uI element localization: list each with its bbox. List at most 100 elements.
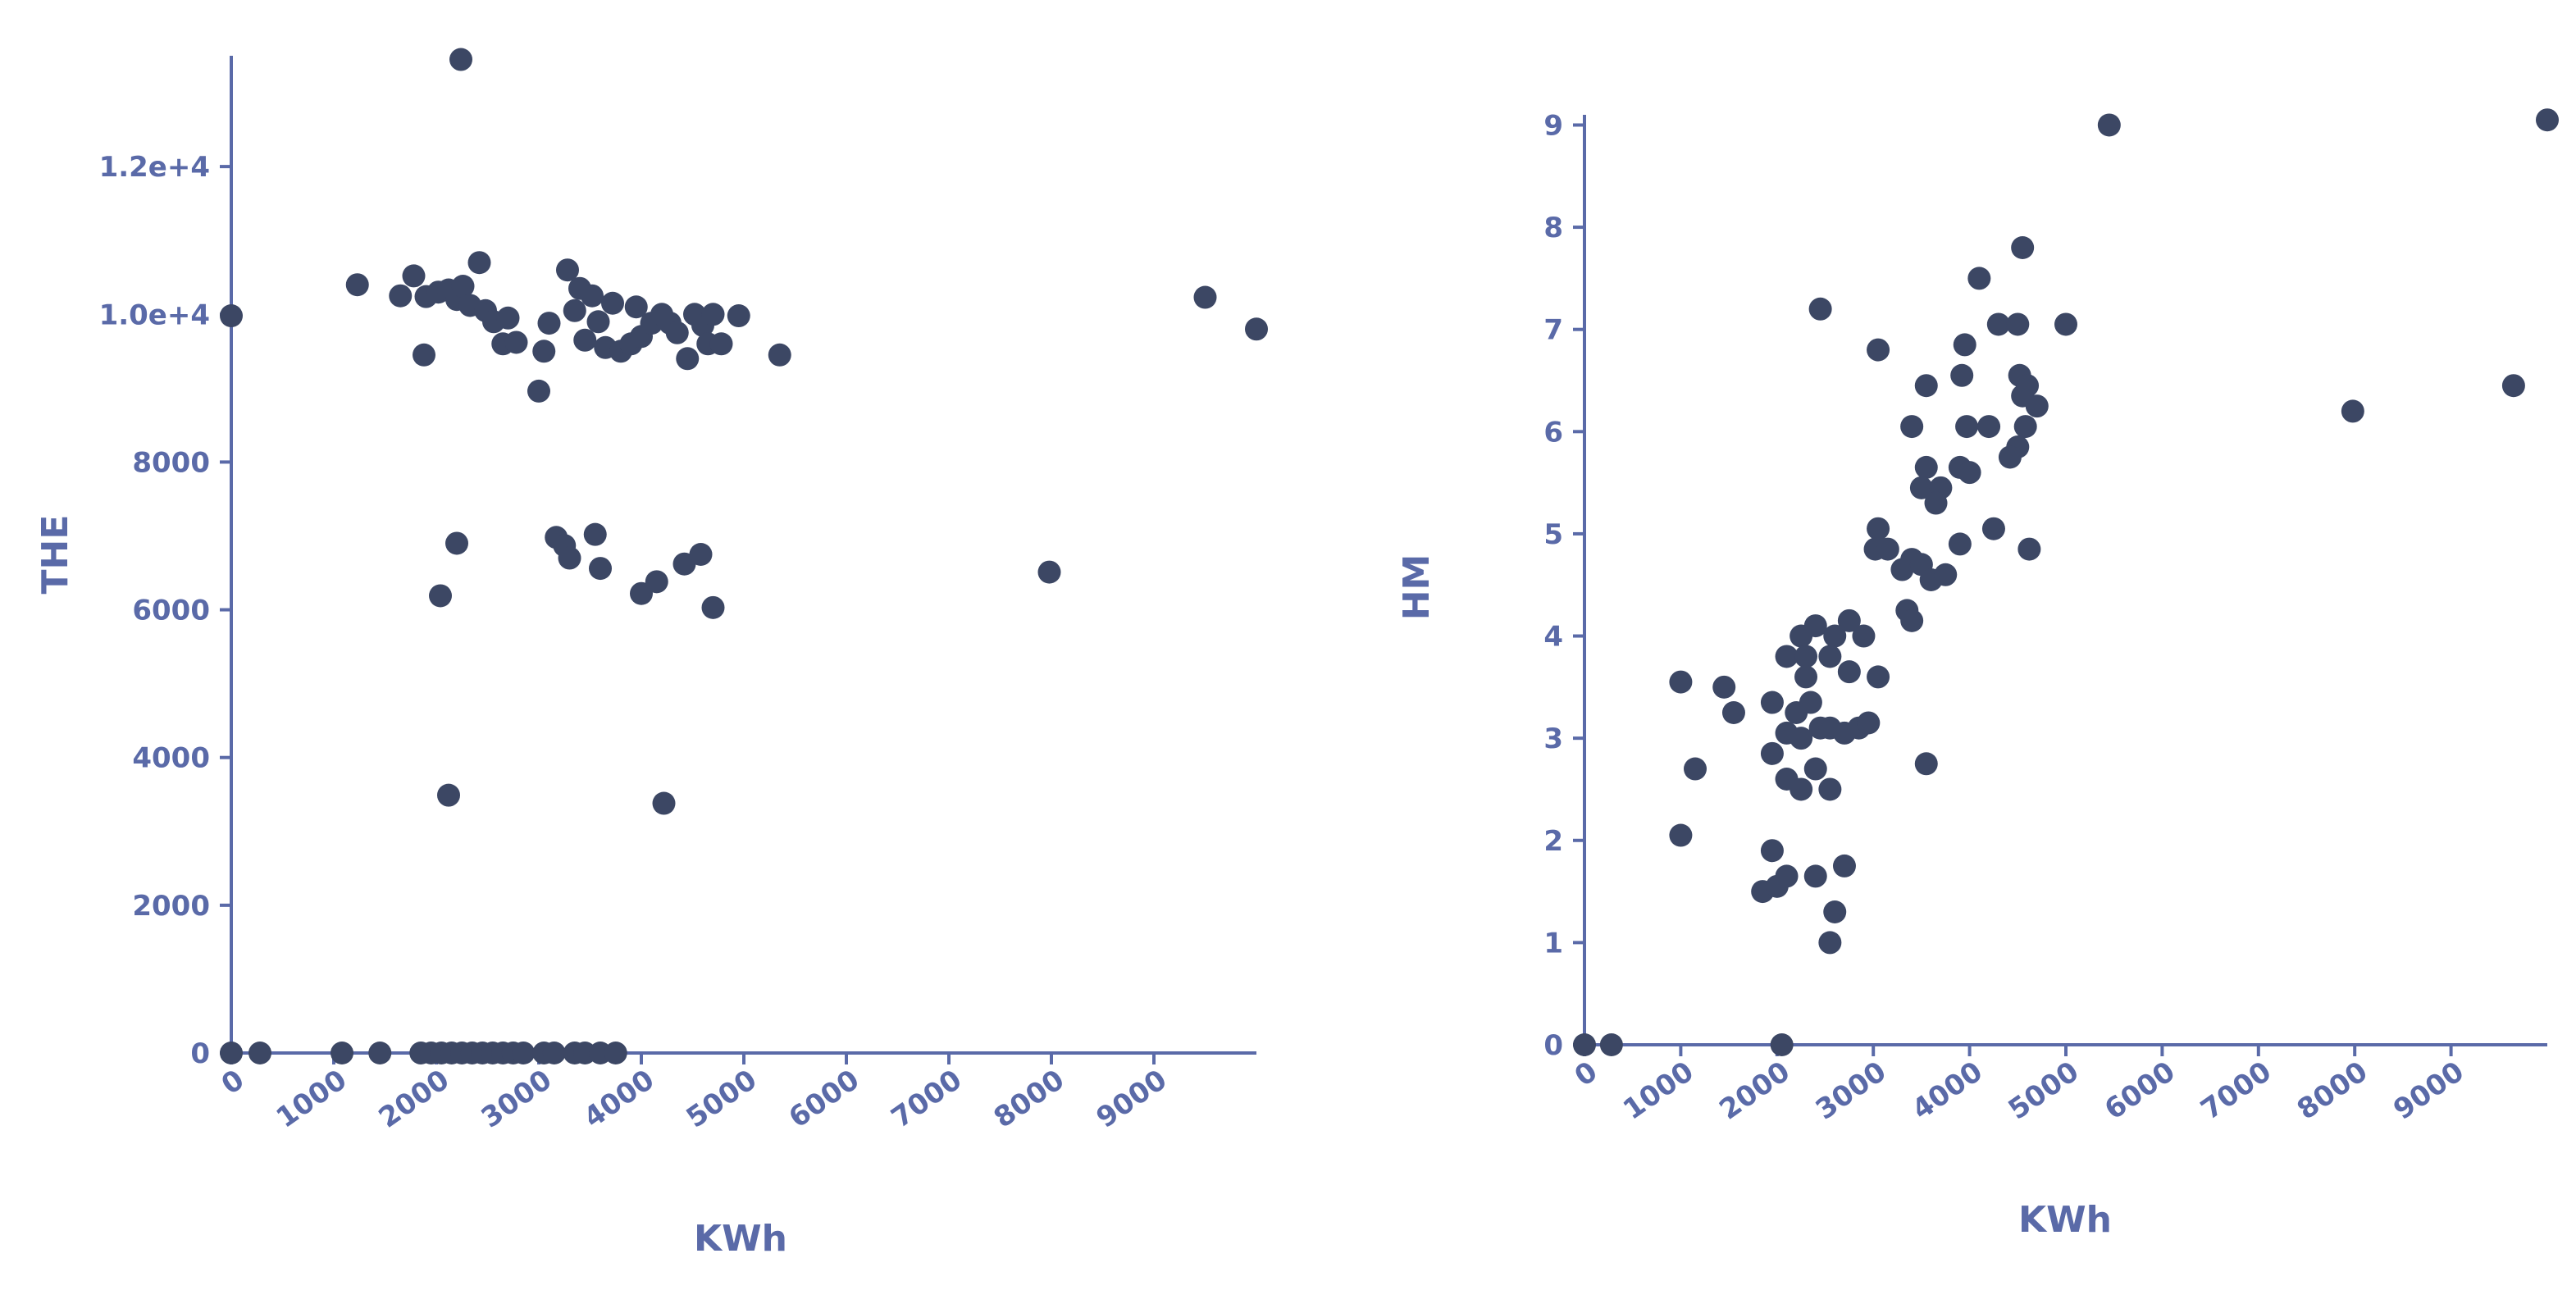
y-tick-label: 1.0e+4 — [99, 299, 210, 331]
y-ticks: 0 2000 4000 6000 8000 1.0e+4 1.2e+4 — [99, 151, 231, 1070]
data-point — [467, 251, 491, 275]
data-point — [2025, 394, 2049, 418]
data-point — [1934, 563, 1958, 586]
x-ticks: 0 1000 2000 3000 4000 5000 6000 7000 8000 9000 — [216, 1053, 1173, 1135]
data-point — [689, 543, 713, 566]
y-ticks: 0 1 2 3 4 5 6 7 8 9 — [1543, 109, 1584, 1062]
data-point — [1760, 741, 1784, 765]
data-point — [1818, 645, 1842, 668]
y-tick-label: 3 — [1543, 722, 1563, 755]
data-point — [368, 1042, 392, 1064]
data-point — [1799, 691, 1822, 714]
data-point — [1981, 517, 2005, 540]
data-point — [451, 275, 475, 299]
data-point — [1967, 267, 1991, 290]
data-point — [1867, 517, 1890, 540]
chart-hm-vs-kwh: 0 1 2 3 4 5 6 7 8 9 0 1000 2000 3000 4000 5000 6000 7000… — [1396, 108, 2559, 1241]
data-point — [413, 343, 435, 367]
x-tick-label: 2000 — [1713, 1055, 1795, 1127]
y-axis-title: THE — [34, 515, 76, 595]
data-point — [652, 791, 676, 815]
data-point — [1803, 864, 1827, 888]
data-point — [1914, 752, 1938, 776]
data-point — [1900, 415, 1924, 439]
data-point — [2011, 236, 2035, 259]
x-axis-title: KWh — [694, 1218, 787, 1260]
data-point — [1721, 701, 1745, 724]
data-point — [537, 312, 561, 335]
data-point — [1823, 900, 1847, 923]
x-tick-label: 2000 — [373, 1064, 455, 1135]
data-point — [1712, 675, 1736, 699]
data-point — [345, 273, 369, 297]
data-point — [1857, 711, 1881, 735]
data-point — [2054, 312, 2077, 336]
data-point — [573, 328, 597, 352]
data-point — [1775, 645, 1799, 668]
x-tick-label: 1000 — [1617, 1055, 1699, 1127]
y-tick-label: 8 — [1543, 212, 1563, 244]
data-point — [665, 321, 689, 344]
data-point — [2536, 108, 2559, 132]
data-point — [589, 557, 612, 581]
y-tick-label: 1.2e+4 — [99, 151, 210, 184]
data-point — [512, 1042, 536, 1064]
data-point — [220, 304, 243, 328]
data-point — [1832, 854, 1856, 877]
data-point — [449, 48, 472, 71]
data-point — [402, 264, 426, 288]
data-point — [604, 1042, 627, 1064]
data-point — [1669, 670, 1693, 694]
data-point — [1770, 1033, 1794, 1056]
x-tick-label: 4000 — [578, 1064, 660, 1135]
x-tick-label: 8000 — [988, 1064, 1070, 1135]
chart-the-vs-kwh: 0 2000 4000 6000 8000 1.0e+4 1.2e+4 0 1000 2000 3… — [34, 48, 1268, 1260]
data-point — [624, 295, 648, 319]
x-ticks: 0 1000 2000 3000 4000 5000 6000 7000 8000 9000 — [1569, 1045, 2470, 1127]
data-point — [1950, 363, 1974, 387]
x-tick-label: 6000 — [783, 1064, 865, 1135]
x-tick-label: 4000 — [1906, 1055, 1988, 1127]
data-point — [1794, 645, 1818, 668]
data-point — [1867, 338, 1890, 362]
data-point — [701, 303, 725, 326]
data-point — [1808, 297, 1832, 321]
data-point — [1760, 839, 1784, 863]
data-point — [2341, 399, 2364, 423]
data-point — [1900, 609, 1924, 632]
data-point — [676, 347, 700, 371]
y-tick-label: 0 — [190, 1037, 210, 1070]
data-point — [1037, 560, 1061, 584]
data-point — [504, 330, 528, 354]
x-tick-label: 7000 — [886, 1064, 968, 1135]
data-point — [601, 291, 624, 315]
data-point — [1948, 532, 1972, 556]
x-tick-label: 0 — [1569, 1055, 1603, 1093]
x-tick-label: 0 — [216, 1064, 250, 1101]
data-point — [1790, 727, 1813, 750]
points — [1573, 108, 2559, 1056]
data-point — [1876, 537, 1899, 561]
data-point — [1977, 415, 2001, 439]
y-tick-label: 8000 — [132, 446, 210, 479]
data-point — [437, 783, 460, 807]
y-tick-label: 4 — [1543, 621, 1563, 654]
x-axis-title: KWh — [2018, 1199, 2112, 1241]
data-point — [1914, 374, 1938, 398]
data-point — [389, 284, 413, 308]
data-point — [1955, 415, 1979, 439]
data-point — [527, 379, 550, 403]
x-tick-label: 5000 — [681, 1064, 763, 1135]
data-point — [1998, 445, 2022, 469]
y-tick-label: 2000 — [132, 890, 210, 923]
data-point — [1924, 491, 1948, 515]
data-point — [1794, 665, 1818, 689]
data-point — [727, 304, 750, 328]
data-point — [542, 1042, 566, 1064]
data-point — [1852, 624, 1876, 648]
data-point — [2097, 113, 2121, 137]
data-point — [1914, 455, 1938, 479]
data-point — [1245, 317, 1268, 341]
x-tick-label: 7000 — [2195, 1055, 2277, 1127]
